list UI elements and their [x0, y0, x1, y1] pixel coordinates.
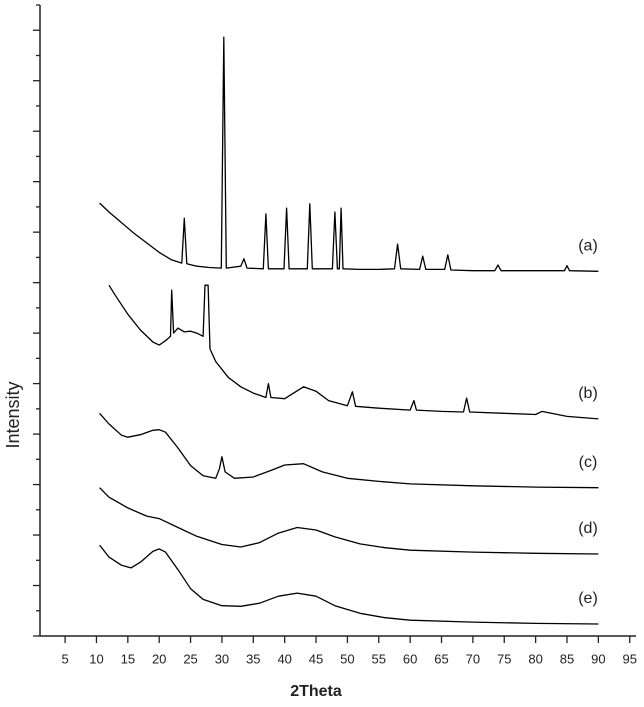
series-label: (e) — [578, 590, 598, 607]
x-tick-label: 15 — [121, 651, 135, 666]
series-label: (d) — [578, 520, 598, 537]
series-line — [108, 284, 599, 420]
series-line — [99, 36, 599, 272]
x-tick-label: 55 — [372, 651, 386, 666]
y-axis-title: Intensity — [3, 381, 23, 448]
x-tick-label: 35 — [246, 651, 260, 666]
x-tick-label: 75 — [497, 651, 511, 666]
x-axis-title: 2Theta — [290, 683, 342, 700]
x-tick-label: 85 — [560, 651, 574, 666]
x-tick-label: 95 — [622, 651, 636, 666]
x-tick-label: 50 — [340, 651, 354, 666]
x-tick-label: 90 — [591, 651, 605, 666]
x-tick-label: 80 — [528, 651, 542, 666]
x-tick-label: 10 — [89, 651, 103, 666]
x-tick-label: 30 — [215, 651, 229, 666]
x-tick-label: 45 — [309, 651, 323, 666]
x-tick-label: 20 — [152, 651, 166, 666]
x-tick-label: 60 — [403, 651, 417, 666]
x-tick-label: 65 — [434, 651, 448, 666]
x-tick-label: 40 — [277, 651, 291, 666]
series-label: (b) — [578, 385, 598, 402]
x-tick-label: 70 — [466, 651, 480, 666]
series-label: (c) — [579, 454, 598, 471]
x-tick-label: 25 — [183, 651, 197, 666]
series-label: (a) — [578, 238, 598, 255]
x-tick-label: 5 — [61, 651, 68, 666]
series-line — [99, 412, 599, 489]
series-line — [99, 544, 599, 625]
series-line — [99, 487, 599, 555]
